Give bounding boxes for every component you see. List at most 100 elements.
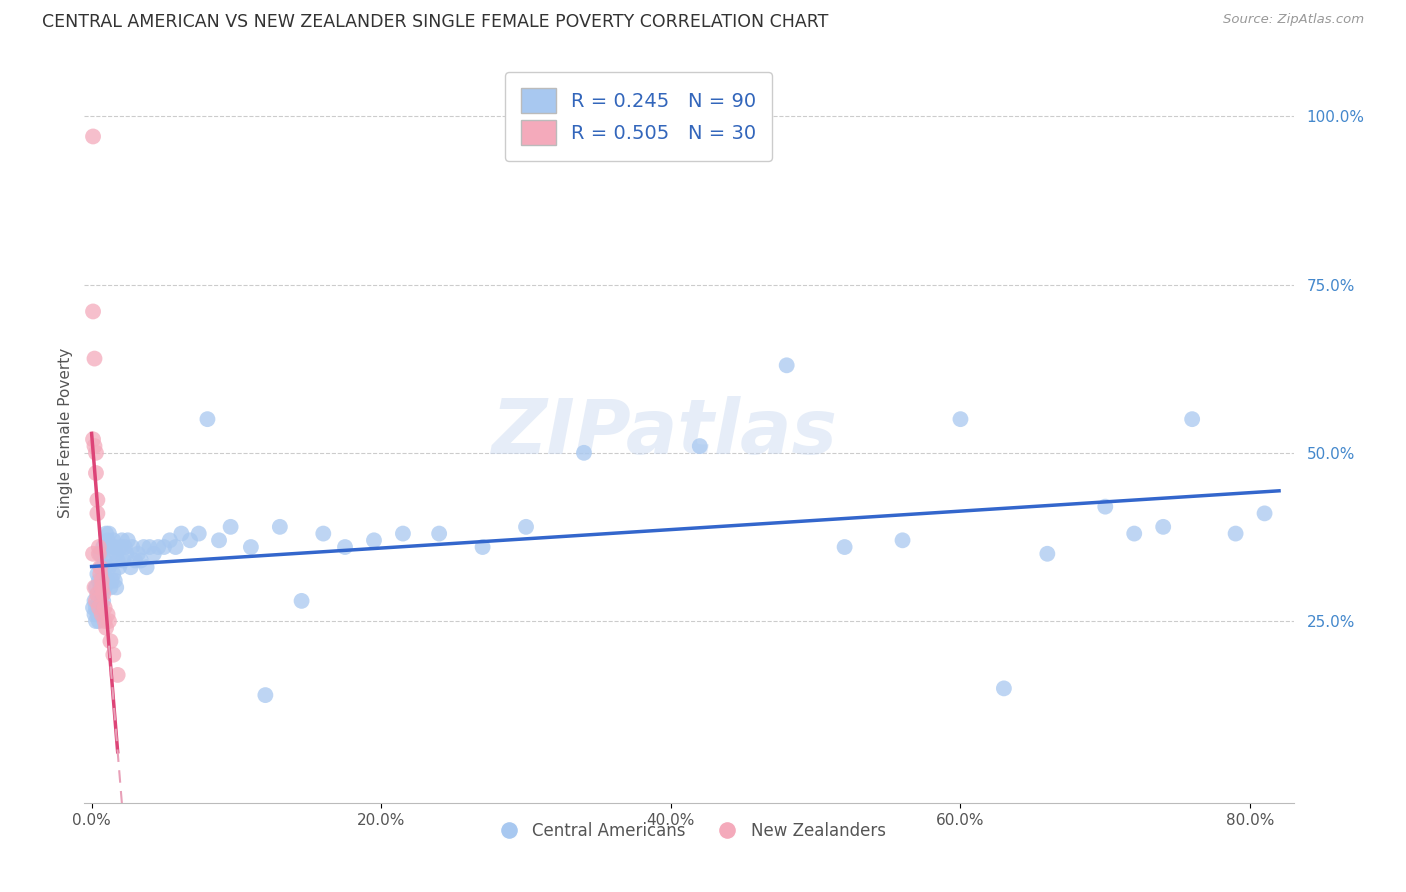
- Point: [84, 594, 107, 608]
- Point: [515, 520, 537, 534]
- Text: ZIPatlas: ZIPatlas: [492, 396, 838, 469]
- Point: [572, 446, 595, 460]
- Point: [427, 526, 450, 541]
- Point: [93, 600, 115, 615]
- Point: [107, 553, 129, 567]
- Point: [103, 533, 125, 548]
- Point: [312, 526, 335, 541]
- Point: [89, 547, 111, 561]
- Point: [993, 681, 1015, 696]
- Point: [104, 540, 127, 554]
- Point: [100, 581, 122, 595]
- Point: [100, 547, 122, 561]
- Point: [107, 668, 129, 682]
- Point: [124, 553, 146, 567]
- Point: [82, 547, 104, 561]
- Point: [105, 581, 128, 595]
- Point: [135, 560, 157, 574]
- Point: [179, 533, 201, 548]
- Point: [108, 560, 131, 574]
- Point: [83, 439, 105, 453]
- Point: [153, 540, 176, 554]
- Point: [98, 526, 121, 541]
- Point: [98, 560, 121, 574]
- Point: [949, 412, 972, 426]
- Point: [89, 600, 111, 615]
- Point: [98, 614, 121, 628]
- Point: [148, 540, 170, 554]
- Point: [112, 553, 135, 567]
- Point: [84, 446, 107, 460]
- Point: [82, 600, 104, 615]
- Point: [165, 540, 187, 554]
- Point: [84, 600, 107, 615]
- Point: [471, 540, 494, 554]
- Point: [94, 526, 117, 541]
- Text: Source: ZipAtlas.com: Source: ZipAtlas.com: [1223, 13, 1364, 27]
- Point: [110, 540, 132, 554]
- Point: [138, 540, 160, 554]
- Point: [94, 621, 117, 635]
- Point: [87, 574, 110, 588]
- Point: [100, 634, 122, 648]
- Point: [87, 540, 110, 554]
- Point: [90, 587, 112, 601]
- Point: [87, 594, 110, 608]
- Point: [86, 607, 108, 622]
- Point: [83, 607, 105, 622]
- Point: [105, 547, 128, 561]
- Point: [101, 540, 124, 554]
- Point: [93, 581, 115, 595]
- Point: [96, 574, 118, 588]
- Point: [86, 492, 108, 507]
- Point: [776, 359, 799, 373]
- Legend: Central Americans, New Zealanders: Central Americans, New Zealanders: [485, 815, 893, 847]
- Point: [96, 533, 118, 548]
- Point: [104, 574, 127, 588]
- Point: [90, 607, 112, 622]
- Point: [117, 533, 139, 548]
- Point: [91, 566, 114, 581]
- Text: CENTRAL AMERICAN VS NEW ZEALANDER SINGLE FEMALE POVERTY CORRELATION CHART: CENTRAL AMERICAN VS NEW ZEALANDER SINGLE…: [42, 13, 828, 31]
- Point: [208, 533, 231, 548]
- Point: [86, 587, 108, 601]
- Point: [90, 581, 112, 595]
- Point: [84, 466, 107, 480]
- Point: [82, 129, 104, 144]
- Point: [363, 533, 385, 548]
- Point: [101, 574, 124, 588]
- Point: [1094, 500, 1116, 514]
- Point: [170, 526, 193, 541]
- Point: [129, 553, 152, 567]
- Point: [91, 594, 114, 608]
- Point: [89, 581, 111, 595]
- Point: [84, 581, 107, 595]
- Point: [269, 520, 291, 534]
- Point: [114, 540, 136, 554]
- Point: [1123, 526, 1146, 541]
- Point: [86, 566, 108, 581]
- Point: [93, 614, 115, 628]
- Point: [91, 587, 114, 601]
- Point: [96, 607, 118, 622]
- Point: [86, 507, 108, 521]
- Point: [187, 526, 209, 541]
- Point: [89, 566, 111, 581]
- Point: [1225, 526, 1247, 541]
- Point: [121, 540, 143, 554]
- Point: [83, 351, 105, 366]
- Point: [87, 614, 110, 628]
- Point: [333, 540, 356, 554]
- Point: [91, 540, 114, 554]
- Point: [83, 581, 105, 595]
- Point: [111, 533, 134, 548]
- Point: [219, 520, 242, 534]
- Point: [90, 574, 112, 588]
- Point: [87, 600, 110, 615]
- Point: [1253, 507, 1275, 521]
- Point: [94, 560, 117, 574]
- Point: [120, 560, 142, 574]
- Point: [392, 526, 415, 541]
- Point: [93, 553, 115, 567]
- Point: [82, 304, 104, 318]
